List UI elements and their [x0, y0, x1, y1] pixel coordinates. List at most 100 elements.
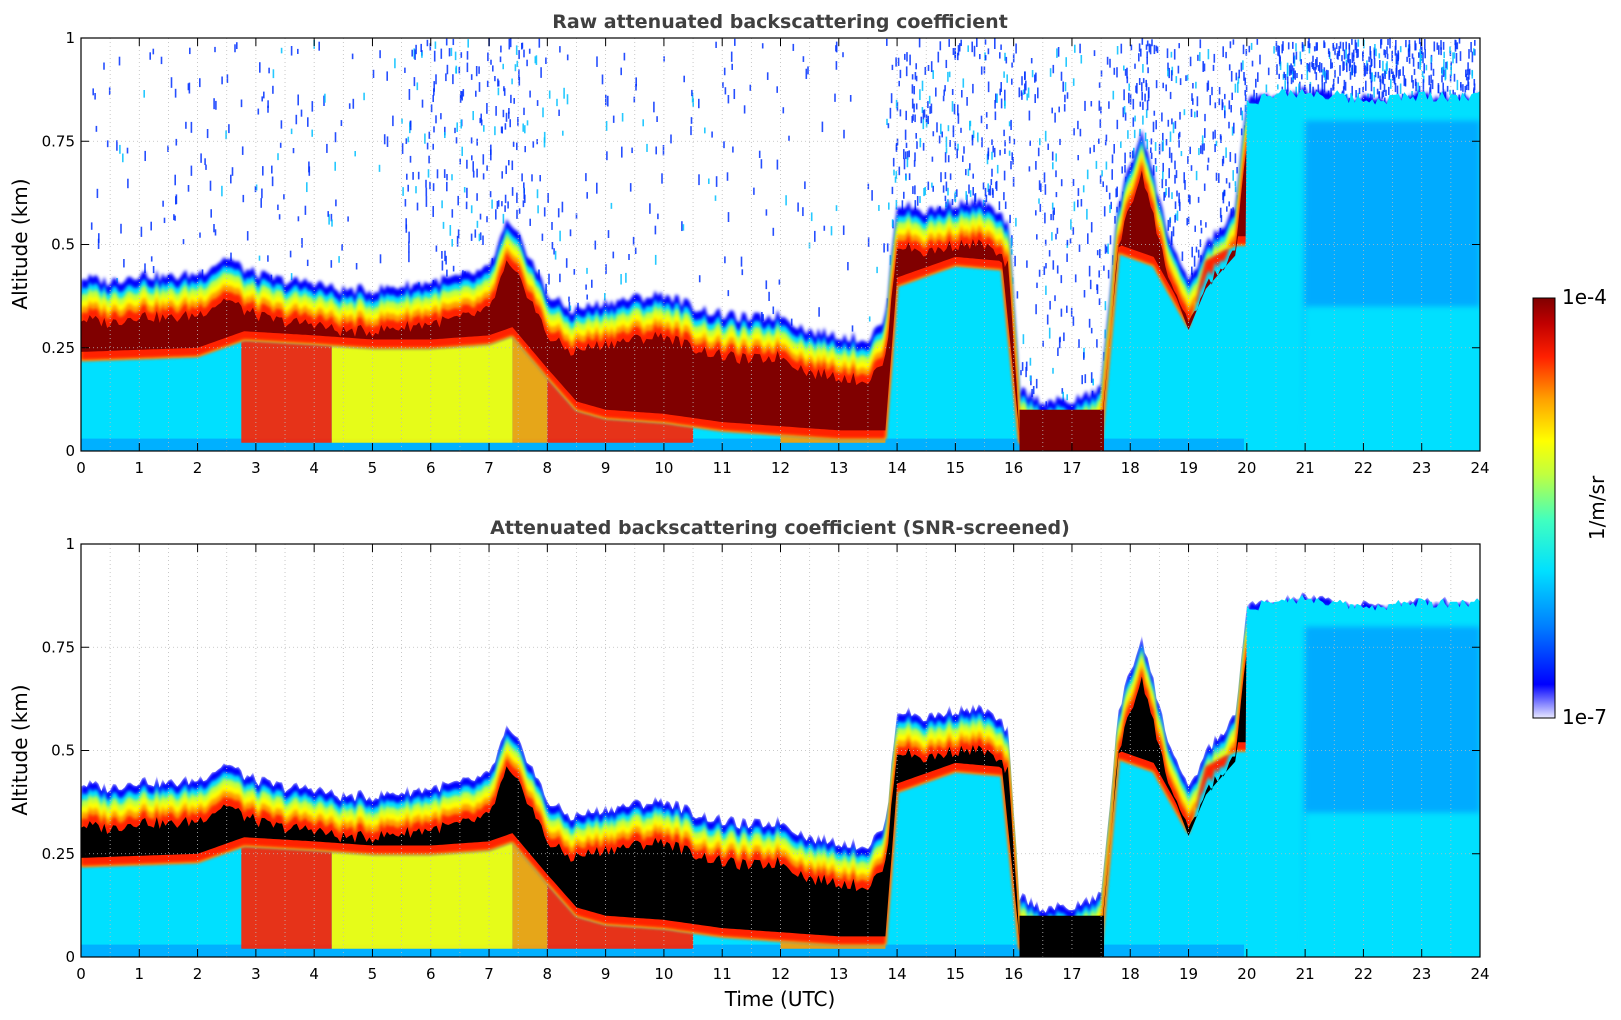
noise-speckle — [1146, 139, 1149, 150]
noise-speckle — [1073, 201, 1076, 212]
noise-speckle — [1134, 63, 1136, 69]
noise-speckle — [1351, 64, 1353, 76]
noise-speckle — [711, 131, 713, 138]
noise-speckle — [1454, 39, 1456, 46]
noise-speckle — [662, 145, 665, 156]
noise-speckle — [835, 61, 838, 70]
noise-speckle — [1004, 52, 1006, 61]
noise-speckle — [280, 47, 283, 54]
noise-speckle — [939, 41, 942, 51]
noise-speckle — [1373, 75, 1376, 82]
noise-speckle — [903, 158, 906, 170]
noise-speckle — [988, 188, 990, 196]
noise-speckle — [1364, 65, 1367, 76]
noise-speckle — [150, 256, 153, 262]
noise-speckle — [425, 179, 427, 188]
x-tick-label: 4 — [309, 459, 319, 477]
noise-speckle — [551, 242, 554, 250]
noise-speckle — [440, 48, 443, 59]
x-tick-label: 1 — [135, 965, 145, 983]
noise-speckle — [1200, 220, 1202, 226]
x-tick-label: 10 — [654, 965, 673, 983]
noise-speckle — [1214, 129, 1216, 139]
noise-speckle — [1144, 132, 1147, 142]
noise-speckle — [1384, 49, 1387, 58]
noise-speckle — [521, 173, 523, 182]
noise-speckle — [952, 48, 955, 55]
noise-speckle — [1020, 370, 1022, 376]
noise-speckle — [407, 184, 409, 192]
noise-speckle — [432, 206, 434, 217]
noise-speckle — [355, 263, 358, 270]
noise-speckle — [1055, 170, 1057, 178]
noise-speckle — [998, 201, 1001, 211]
noise-speckle — [152, 48, 155, 55]
noise-speckle — [1294, 70, 1296, 80]
noise-speckle — [1135, 85, 1137, 93]
noise-speckle — [1178, 131, 1181, 138]
noise-speckle — [297, 216, 300, 222]
noise-speckle — [1064, 94, 1066, 103]
noise-speckle — [1386, 53, 1389, 60]
noise-speckle — [334, 132, 337, 143]
noise-speckle — [1141, 91, 1143, 101]
noise-speckle — [476, 220, 479, 228]
noise-speckle — [1116, 206, 1118, 213]
noise-speckle — [936, 122, 938, 133]
noise-speckle — [1080, 55, 1083, 64]
noise-speckle — [1345, 49, 1347, 59]
noise-speckle — [1203, 63, 1206, 72]
noise-speckle — [536, 100, 539, 106]
x-ticks-raw: 0 1 2 3 4 5 6 7 8 9 10 11 12 13 14 15 16 17 18 19 20 21 22 23 24 — [76, 38, 1490, 477]
noise-speckle — [1026, 260, 1028, 268]
noise-speckle — [535, 55, 538, 65]
noise-speckle — [1139, 128, 1141, 137]
noise-speckle — [144, 263, 146, 274]
noise-speckle — [1111, 154, 1114, 164]
noise-speckle — [913, 86, 915, 95]
noise-speckle — [1321, 82, 1324, 93]
noise-speckle — [1332, 78, 1335, 90]
noise-speckle — [1170, 236, 1173, 246]
noise-speckle — [972, 173, 974, 179]
noise-speckle — [1440, 47, 1442, 56]
noise-speckle — [1099, 175, 1102, 184]
noise-speckle — [1064, 82, 1067, 92]
noise-speckle — [1037, 87, 1039, 99]
x-tick-label: 15 — [946, 965, 965, 983]
noise-speckle — [188, 82, 191, 94]
noise-speckle — [433, 88, 435, 96]
noise-speckle — [462, 89, 465, 97]
noise-speckle — [272, 85, 274, 94]
noise-speckle — [119, 144, 121, 154]
noise-speckle — [1471, 70, 1474, 79]
noise-speckle — [921, 80, 924, 91]
noise-speckle — [961, 90, 963, 98]
noise-speckle — [1312, 55, 1314, 62]
x-tick-label: 5 — [368, 459, 378, 477]
noise-speckle — [394, 58, 396, 69]
noise-speckle — [518, 50, 520, 60]
noise-speckle — [924, 67, 927, 75]
noise-speckle — [1474, 40, 1476, 46]
noise-speckle — [1228, 100, 1231, 110]
noise-speckle — [1338, 50, 1341, 57]
noise-speckle — [906, 52, 908, 62]
noise-speckle — [1290, 63, 1292, 73]
noise-speckle — [957, 52, 959, 61]
noise-speckle — [445, 38, 448, 46]
noise-speckle — [1113, 144, 1115, 154]
noise-speckle — [501, 201, 503, 207]
grid-screened — [80, 543, 1481, 958]
noise-speckle — [596, 182, 598, 194]
noise-speckle — [1000, 44, 1002, 50]
noise-speckle — [1062, 81, 1064, 92]
noise-speckle — [1194, 111, 1196, 118]
noise-speckle — [995, 93, 997, 103]
noise-speckle — [1378, 53, 1381, 59]
noise-speckle — [776, 159, 779, 170]
noise-speckle — [504, 123, 507, 130]
noise-speckle — [1236, 167, 1238, 174]
x-tick-label: 24 — [1470, 965, 1489, 983]
noise-speckle — [962, 78, 965, 88]
